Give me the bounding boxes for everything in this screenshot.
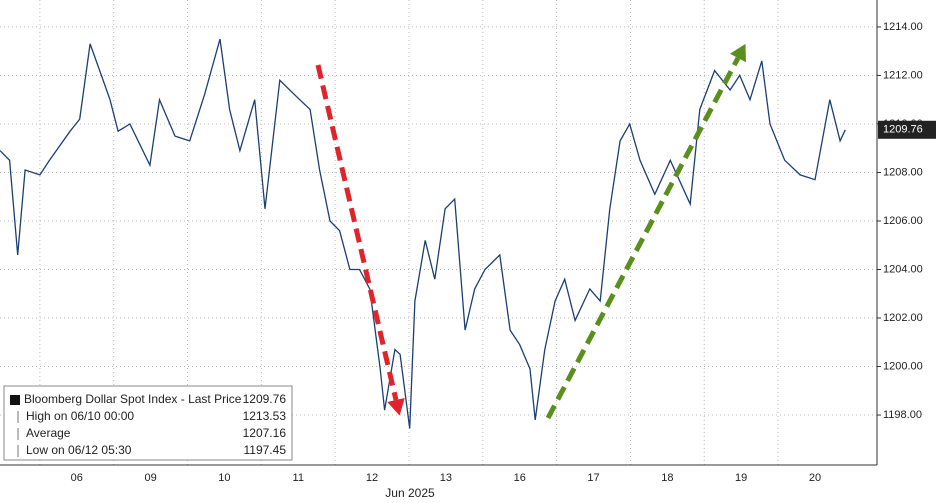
y-tick-label: 1214.00 [883,21,923,33]
y-tick-label: 1208.00 [883,166,923,178]
legend-value: 1207.16 [243,426,287,440]
legend-label: High on 06/10 00:00 [26,409,134,423]
legend-value: 1197.45 [244,443,287,457]
x-tick-label: 13 [440,472,452,484]
last-price-label: 1209.76 [883,124,923,136]
price-line [0,38,846,429]
legend-label: Average [26,426,71,440]
y-tick-label: 1202.00 [883,312,923,324]
x-tick-label: 10 [218,472,230,484]
x-axis-label: Jun 2025 [385,486,435,500]
legend-box [3,385,293,461]
down-arrow-head [387,397,405,416]
legend-label: Bloomberg Dollar Spot Index - Last Price [24,392,242,406]
x-tick-label: 16 [514,472,526,484]
up-arrow [545,56,741,420]
x-tick-label: 20 [809,472,821,484]
y-tick-label: 1204.00 [883,263,923,275]
y-tick-label: 1198.00 [883,409,922,421]
x-tick-label: 06 [71,472,83,484]
legend-label: Low on 06/12 05:30 [26,443,132,457]
x-tick-label: 12 [366,472,378,484]
x-tick-label: 11 [293,472,304,484]
y-tick-label: 1212.00 [883,69,923,81]
legend-value: 1213.53 [243,409,287,423]
legend-value: 1209.76 [243,392,287,406]
x-tick-label: 19 [735,472,747,484]
down-arrow [315,64,399,401]
x-tick-label: 18 [661,472,673,484]
legend-swatch [10,395,20,405]
x-tick-label: 17 [587,472,599,484]
legend: Bloomberg Dollar Spot Index - Last Price… [3,385,293,461]
last-price-tag [878,120,936,139]
up-arrow-head [730,43,746,63]
x-tick-label: 09 [144,472,156,484]
y-tick-label: 1200.00 [883,360,923,372]
y-tick-label: 1206.00 [883,215,923,227]
